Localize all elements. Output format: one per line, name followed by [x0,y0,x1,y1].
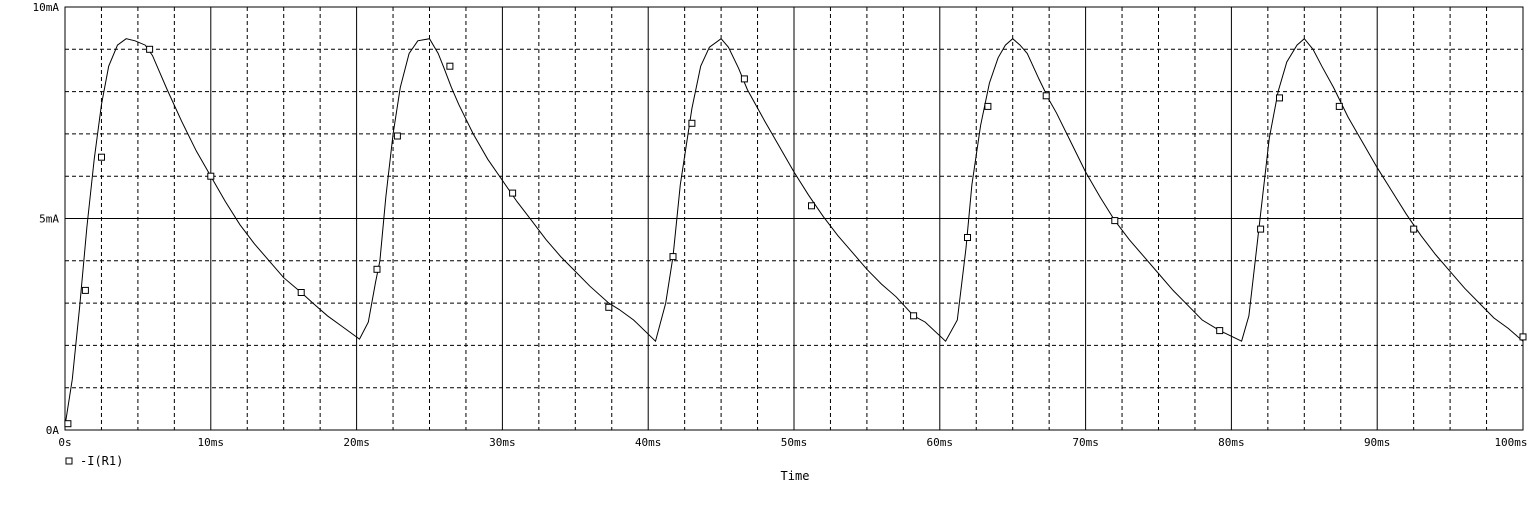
x-tick-label: 10ms [198,436,225,449]
data-point-marker [740,75,748,83]
legend-marker-square [65,457,73,465]
y-tick-label: 5mA [39,213,59,226]
x-tick-label: 50ms [781,436,808,449]
data-point-marker [297,289,305,296]
data-point-marker [64,420,72,428]
legend-label: -I(R1) [80,454,123,468]
data-point-marker [509,189,517,197]
data-point-marker [146,45,154,53]
y-tick-label: 0A [46,424,60,437]
data-point-marker [669,253,677,261]
data-point-marker [1111,217,1119,225]
data-point-marker [1276,94,1283,102]
data-point-marker [605,303,613,311]
x-tick-label: 20ms [343,436,370,449]
x-tick-label: 60ms [927,436,954,449]
x-tick-label: 90ms [1364,436,1391,449]
data-point-marker [81,286,89,294]
data-point-marker [688,119,696,127]
data-point-marker [98,153,105,161]
data-point-marker [964,234,971,241]
data-point-marker [1410,225,1418,233]
data-point-marker [910,312,918,320]
data-point-marker [1519,333,1527,341]
data-point-marker [1216,327,1224,335]
x-tick-labels: 0s 10ms 20ms 30ms 40ms 50ms 60ms 70ms 80ms 90ms 10… [58,436,1527,449]
x-tick-label: 40ms [635,436,662,449]
data-point-marker [373,265,381,273]
data-point-marker [1257,225,1265,233]
series-markers-i-r1 [64,45,1527,428]
y-tick-labels: 0A 5mA 10mA [33,1,60,437]
data-point-marker [393,132,401,140]
plot-frame [64,6,1524,431]
x-tick-label: 30ms [489,436,516,449]
x-tick-label: 70ms [1072,436,1099,449]
y-tick-label: 10mA [33,1,60,14]
x-axis-title: Time [781,469,810,483]
data-point-marker [207,172,215,180]
x-tick-label: 0s [58,436,71,449]
series-line-i-r1 [64,37,1524,426]
data-point-marker [1042,92,1050,100]
data-point-marker [984,102,992,110]
x-tick-label: 100ms [1494,436,1527,449]
x-tick-label: 80ms [1218,436,1245,449]
legend: -I(R1) [65,454,123,468]
data-point-marker [808,202,815,210]
data-point-marker [446,62,454,70]
data-point-marker [1335,102,1343,110]
